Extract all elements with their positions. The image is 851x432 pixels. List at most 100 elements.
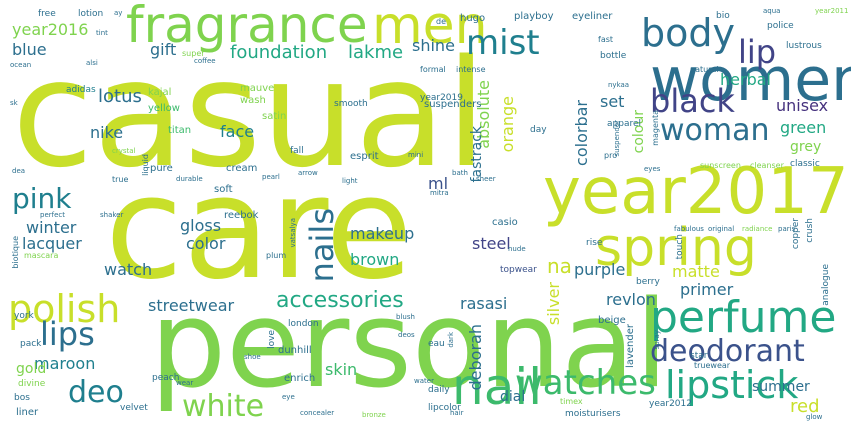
word-year2016: year2016	[12, 20, 89, 39]
word-alsi: alsi	[86, 59, 98, 67]
word-dark: dark	[447, 332, 455, 348]
word-orange: orange	[498, 96, 517, 153]
word-steel: steel	[472, 234, 511, 253]
word-water: water	[414, 377, 434, 385]
word-biotique: biotique	[11, 236, 20, 269]
word-enrich: enrich	[284, 373, 316, 384]
word-dunhill: dunhill	[278, 345, 312, 356]
word-lip: lip	[738, 33, 777, 71]
word-deos: deos	[398, 331, 415, 339]
word-fragrance: fragrance	[126, 0, 368, 54]
word-crush: crush	[805, 218, 815, 243]
word-pure: pure	[150, 163, 173, 174]
word-ocean: ocean	[10, 61, 32, 69]
word-moisturisers: moisturisers	[565, 409, 621, 419]
word-intense: intense	[456, 65, 486, 74]
word-free: free	[38, 9, 56, 19]
word-lipstick: lipstick	[665, 363, 799, 407]
word-mini: mini	[408, 151, 424, 159]
word-accessories: accessories	[276, 288, 404, 313]
word-cream: cream	[226, 163, 258, 174]
word-glow: glow	[806, 413, 823, 421]
word-primer: primer	[680, 280, 734, 299]
word-rasasi: rasasi	[460, 294, 508, 313]
word-unisex: unisex	[776, 96, 829, 115]
word-lotion: lotion	[78, 9, 104, 19]
word-year2012: year2012	[649, 399, 692, 409]
word-mauve: mauve	[240, 83, 275, 94]
word-nike: nike	[90, 123, 124, 142]
word-eye: eye	[282, 393, 295, 401]
word-bottle: bottle	[600, 51, 627, 61]
word-herbal: herbal	[720, 70, 771, 89]
word-lakme: lakme	[348, 42, 404, 63]
word-mascara: mascara	[24, 251, 59, 260]
word-arrow: arrow	[298, 169, 318, 177]
word-york: york	[14, 311, 34, 321]
word-casio: casio	[492, 217, 518, 228]
word-perfect: perfect	[40, 211, 65, 219]
word-year2017: year2017	[543, 155, 849, 229]
word-brown: brown	[350, 250, 400, 269]
word-analogue: analogue	[821, 264, 831, 306]
word-men: men	[372, 0, 488, 56]
word-aqua: aqua	[763, 7, 781, 15]
word-woman: woman	[660, 113, 770, 148]
word-eyes: eyes	[644, 165, 661, 173]
word-bath: bath	[452, 169, 468, 177]
word-classic: classic	[790, 159, 820, 169]
word-vatsalya: vatsalya	[289, 218, 297, 248]
word-de: de	[436, 17, 446, 26]
word-colour: colour	[631, 110, 647, 154]
word-fast: fast	[598, 35, 614, 44]
word-gloss: gloss	[180, 216, 222, 235]
word-tint: tint	[96, 29, 108, 37]
word-police: police	[767, 21, 794, 31]
word-fabulous: fabulous	[674, 225, 704, 233]
word-personal: personal	[150, 276, 669, 415]
word-foundation: foundation	[230, 42, 328, 63]
word-lipcolor: lipcolor	[428, 403, 461, 413]
word-wash: wash	[240, 95, 266, 106]
word-bronze: bronze	[362, 411, 386, 419]
word-beige: beige	[598, 315, 626, 326]
word-colorbar: colorbar	[572, 100, 591, 166]
word-blue: blue	[12, 40, 47, 59]
word-bio: bio	[716, 11, 730, 21]
word-na: na	[547, 254, 572, 278]
word-super: super	[182, 49, 205, 58]
word-perfume: perfume	[650, 292, 837, 343]
word-daily: daily	[428, 385, 450, 395]
word-dial: dial	[500, 389, 526, 405]
word-touch: touch	[675, 234, 685, 260]
word-sunscreen: sunscreen	[700, 161, 741, 170]
word-eyeliner: eyeliner	[572, 11, 613, 22]
word-black: black	[650, 82, 735, 120]
word-gold: gold	[16, 361, 47, 377]
word-watch: watch	[104, 260, 153, 279]
word-color: color	[186, 234, 226, 253]
word-mitra: mitra	[430, 189, 449, 197]
word-paris: paris	[778, 225, 796, 233]
word-truewear: truewear	[694, 361, 731, 370]
word-formal: formal	[420, 65, 446, 74]
word-bos: bos	[14, 393, 30, 403]
word-pro: pro	[604, 151, 618, 160]
word-pearl: pearl	[262, 173, 280, 181]
word-pack: pack	[20, 339, 42, 349]
word-lavender: lavender	[625, 324, 636, 368]
word-skin: skin	[325, 360, 358, 379]
word-sheer: sheer	[476, 175, 496, 183]
word-rise: rise	[586, 238, 603, 248]
word-liquid: liquid	[141, 154, 150, 176]
word-plum: plum	[266, 251, 287, 260]
word-star: star	[690, 351, 708, 361]
word-streetwear: streetwear	[148, 296, 235, 315]
word-dea: dea	[12, 167, 26, 175]
word-spring: spring	[595, 218, 757, 278]
word-durable: durable	[176, 175, 203, 183]
word-yellow: yellow	[148, 103, 180, 114]
word-shine: shine	[412, 36, 455, 55]
word-mist: mist	[466, 23, 540, 63]
